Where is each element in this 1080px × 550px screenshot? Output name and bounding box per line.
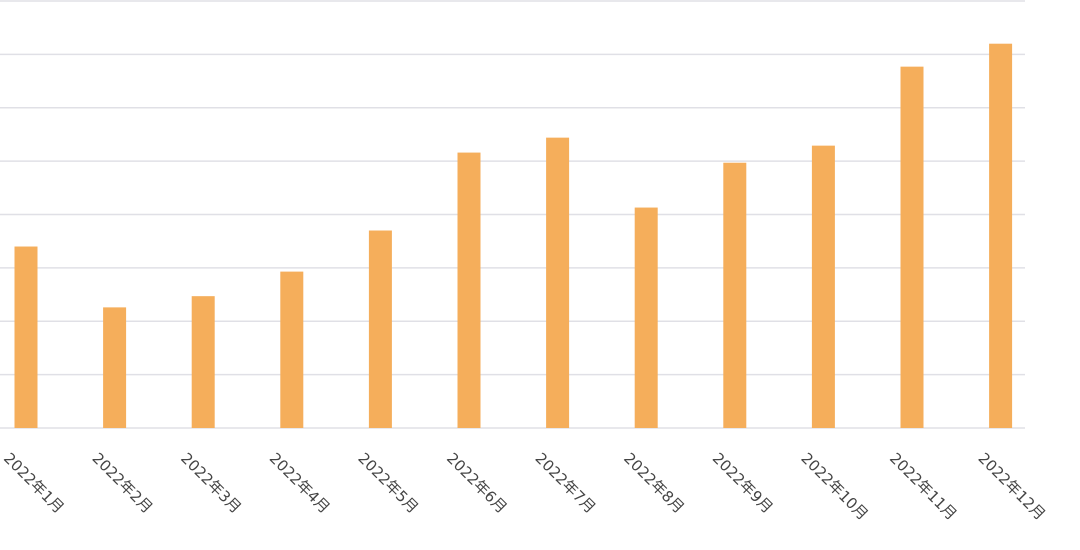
x-tick-label: 2022年9月 (709, 449, 777, 517)
x-tick-label: 2022年12月 (975, 449, 1049, 523)
bar (280, 271, 304, 428)
x-tick-label: 2022年4月 (266, 449, 334, 517)
x-tick-label: 2022年8月 (620, 449, 688, 517)
x-tick-label: 2022年10月 (797, 449, 871, 523)
bar (546, 137, 570, 428)
x-tick-label: 2022年5月 (354, 449, 422, 517)
bar (811, 145, 835, 429)
bar (457, 152, 481, 428)
bar (191, 296, 215, 428)
x-tick-label: 2022年11月 (886, 449, 960, 523)
bar (368, 230, 392, 428)
x-tick-label: 2022年6月 (443, 449, 511, 517)
bar (634, 207, 658, 428)
bar (989, 43, 1013, 428)
bar (900, 66, 924, 429)
bar (103, 307, 127, 428)
x-tick-label: 2022年3月 (177, 449, 245, 517)
bar (723, 162, 747, 428)
x-tick-label: 2022年1月 (0, 449, 68, 517)
x-tick-label: 2022年7月 (532, 449, 600, 517)
x-tick-label: 2022年2月 (89, 449, 157, 517)
bar (14, 246, 38, 428)
